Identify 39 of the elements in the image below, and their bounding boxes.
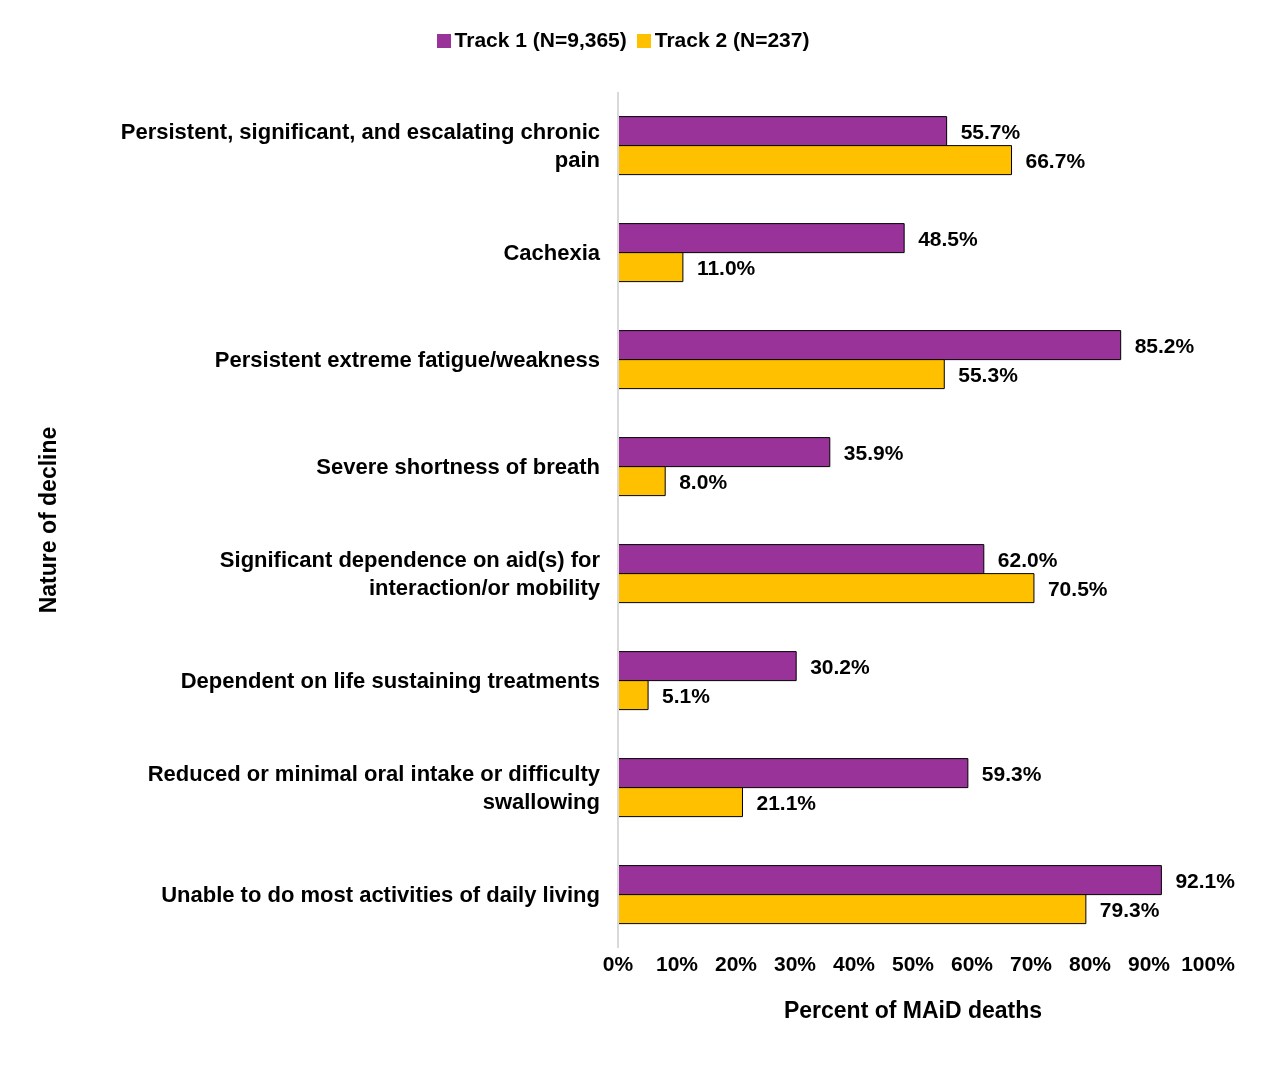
data-label: 8.0% (679, 469, 728, 493)
x-tick-label: 100% (1181, 951, 1236, 975)
x-tick-label: 80% (1068, 951, 1112, 975)
data-label: 59.3% (981, 761, 1042, 785)
legend-label: Track 1 (N=9,365) (454, 28, 627, 51)
x-tick-label: 90% (1127, 951, 1171, 975)
data-label: 66.7% (1025, 148, 1086, 172)
y-tick-label: Persistent extreme fatigue/weakness (214, 347, 600, 373)
x-tick-label: 0% (602, 951, 634, 975)
data-label: 79.3% (1099, 897, 1160, 921)
y-tick-label: Persistent, significant, and escalating chronic pain (120, 119, 600, 173)
data-label: 55.3% (958, 362, 1019, 386)
y-tick-label: Unable to do most activities of daily living (161, 882, 600, 908)
y-tick-label: Severe shortness of breath (316, 454, 600, 480)
data-label: 55.7% (960, 119, 1021, 143)
data-label: 21.1% (756, 790, 817, 814)
y-tick-label: Dependent on life sustaining treatments (180, 668, 600, 694)
data-label: 5.1% (662, 683, 711, 707)
data-label: 70.5% (1047, 576, 1108, 600)
x-tick-label: 40% (832, 951, 876, 975)
x-tick-label: 20% (714, 951, 758, 975)
data-label: 48.5% (918, 226, 979, 250)
x-tick-label: 30% (773, 951, 817, 975)
data-label: 62.0% (997, 547, 1058, 571)
data-label: 35.9% (843, 440, 904, 464)
x-axis-title: Percent of MAiD deaths (783, 997, 1043, 1023)
data-label: 85.2% (1134, 333, 1195, 357)
y-tick-label: Reduced or minimal oral intake or difficulty swallowing (147, 761, 601, 815)
x-tick-label: 50% (891, 951, 935, 975)
data-label: 92.1% (1175, 868, 1236, 892)
y-axis-title: Nature of decline (35, 426, 62, 614)
data-label: 11.0% (696, 255, 756, 279)
x-tick-label: 10% (655, 951, 699, 975)
y-tick-label: Significant dependence on aid(s) for interaction/or mobility (219, 547, 601, 601)
y-tick-label: Cachexia (503, 240, 601, 266)
x-tick-label: 70% (1009, 951, 1053, 975)
data-label: 30.2% (810, 654, 871, 678)
legend-label: Track 2 (N=237) (654, 28, 810, 51)
x-tick-label: 60% (950, 951, 994, 975)
